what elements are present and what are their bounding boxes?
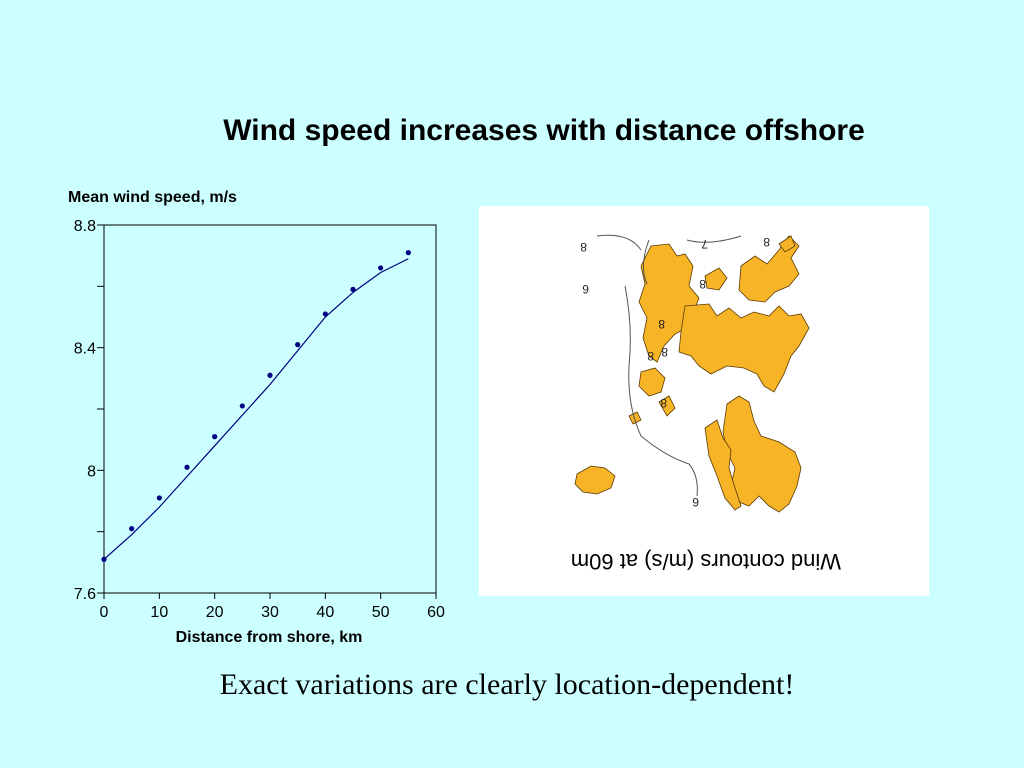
data-point [378, 265, 384, 271]
x-tick-label: 30 [261, 604, 279, 621]
contour-label: 8 [763, 235, 770, 249]
y-axis-label: Mean wind speed, m/s [68, 189, 237, 206]
data-point [322, 311, 328, 317]
contour-map: 8 7 8 6 8 8 8 8 8 6 Wind contours (m/s) … [571, 234, 841, 574]
data-point [239, 403, 245, 409]
data-point [212, 434, 218, 440]
data-point [350, 286, 356, 292]
data-point [295, 342, 301, 348]
land-west-block [638, 243, 700, 363]
map-caption: Wind contours (m/s) at 60m [571, 549, 841, 574]
contour-label: 7 [701, 237, 708, 251]
land-sw-island [574, 465, 616, 495]
contour-label: 6 [582, 282, 589, 296]
chart-svg: Mean wind speed, m/s 7.6 8 8.4 8.8 0 10 20 30 4… [68, 189, 445, 646]
contour-label: 6 [692, 495, 699, 509]
y-tick-label: 8.4 [74, 341, 96, 358]
land-small-island-b [628, 411, 642, 425]
contour-label: 8 [661, 345, 668, 359]
x-axis-ticks: 0 10 20 30 40 50 60 [100, 593, 445, 621]
contour-line-2 [643, 239, 650, 285]
land-masses [574, 235, 810, 513]
data-point [101, 556, 107, 562]
contour-line-1 [596, 234, 642, 251]
land-small-island-a [658, 395, 676, 417]
contour-line-4 [624, 285, 698, 497]
x-tick-label: 60 [427, 604, 445, 621]
x-tick-label: 40 [316, 604, 334, 621]
contour-labels: 8 7 8 6 8 8 8 8 8 6 [580, 235, 770, 509]
slide-caption: Exact variations are clearly location-de… [219, 668, 795, 701]
wind-speed-chart: Mean wind speed, m/s 7.6 8 8.4 8.8 0 10 20 30 4… [0, 0, 470, 660]
contour-label: 8 [658, 317, 665, 331]
data-point [129, 526, 135, 532]
contour-label: 8 [647, 349, 654, 363]
slide-title: Wind speed increases with distance offsh… [223, 114, 865, 147]
y-tick-label: 8 [87, 463, 96, 480]
land-southern-peninsula [722, 395, 802, 513]
land-north-east [738, 235, 800, 303]
data-point [184, 464, 190, 470]
x-axis-label: Distance from shore, km [176, 629, 363, 646]
y-tick-label: 7.6 [74, 586, 96, 603]
contour-map-panel: 8 7 8 6 8 8 8 8 8 6 Wind contours (m/s) … [479, 206, 929, 596]
contour-lines [596, 234, 742, 497]
plot-frame [103, 224, 437, 594]
x-tick-label: 50 [372, 604, 390, 621]
contour-line-3 [686, 235, 742, 243]
data-point [405, 250, 411, 256]
series-layer [101, 250, 411, 562]
x-tick-label: 20 [206, 604, 224, 621]
y-tick-label: 8.8 [74, 218, 96, 235]
land-central-block [678, 303, 810, 393]
x-tick-label: 0 [100, 604, 109, 621]
y-axis-ticks: 7.6 8 8.4 8.8 [74, 218, 104, 603]
x-tick-label: 10 [150, 604, 168, 621]
data-point [156, 495, 162, 501]
land-mid-island [638, 367, 666, 397]
land-southern-spit [704, 419, 742, 511]
contour-label: 8 [660, 396, 667, 410]
contour-label: 8 [699, 277, 706, 291]
land-north-islet [778, 235, 796, 253]
contour-label: 8 [580, 240, 587, 254]
land-inlet-island [704, 267, 728, 291]
fit-line [103, 258, 409, 560]
data-point [267, 372, 273, 378]
